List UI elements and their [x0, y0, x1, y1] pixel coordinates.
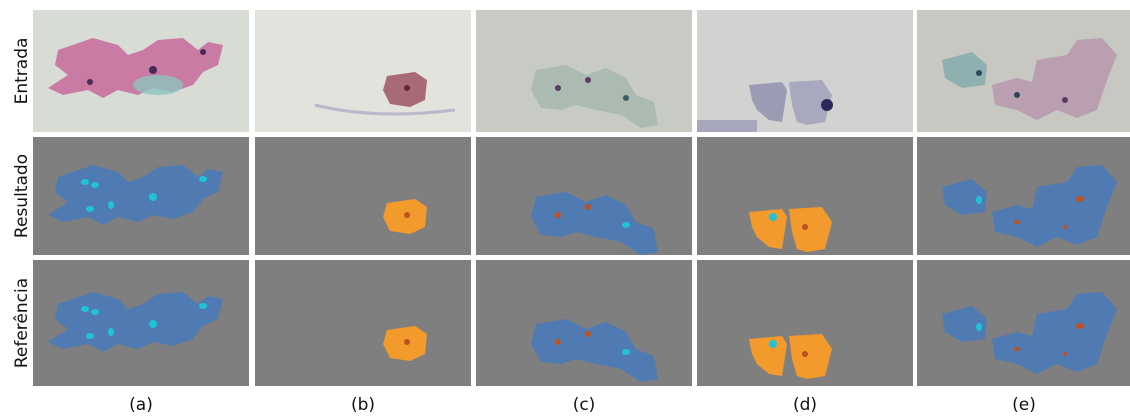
column-label: (c) [573, 395, 596, 415]
input-image [255, 10, 471, 132]
input-image [697, 10, 913, 132]
column-label: (e) [1012, 395, 1036, 415]
column-label: (d) [793, 395, 817, 415]
column-label: (b) [351, 395, 375, 415]
row-label: Referência [12, 278, 32, 368]
row-label: Resultado [12, 154, 32, 238]
figure: Entrada Resultado Referência (a) (b) (c)… [0, 0, 1130, 416]
result-mask [917, 137, 1130, 255]
input-image [33, 10, 249, 132]
result-mask [697, 137, 913, 255]
input-row [33, 10, 1130, 132]
reference-mask [697, 260, 913, 386]
result-row [33, 137, 1130, 255]
result-mask [476, 137, 692, 255]
input-image [917, 10, 1130, 132]
result-mask [33, 137, 249, 255]
row-label: Entrada [12, 38, 32, 105]
reference-mask [917, 260, 1130, 386]
reference-mask [476, 260, 692, 386]
result-mask [255, 137, 471, 255]
reference-row [33, 260, 1130, 386]
reference-mask [33, 260, 249, 386]
input-image [476, 10, 692, 132]
reference-mask [255, 260, 471, 386]
column-label: (a) [129, 395, 153, 415]
